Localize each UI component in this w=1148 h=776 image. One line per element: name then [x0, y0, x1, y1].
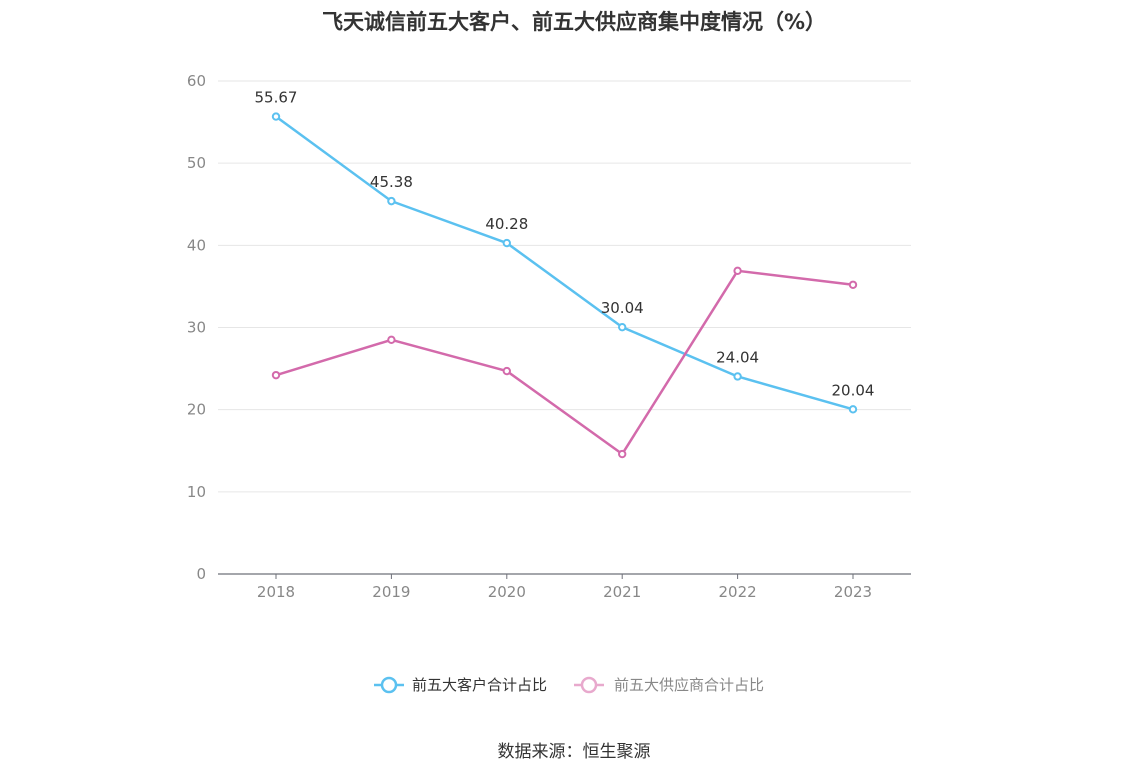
- x-tick-label: 2023: [834, 583, 872, 601]
- series-line-1: [275, 115, 854, 411]
- data-point: [271, 112, 281, 121]
- x-tick-label: 2019: [372, 583, 410, 601]
- data-label: 30.04: [601, 299, 644, 317]
- data-point: [733, 372, 742, 381]
- grid-lines: [218, 80, 911, 493]
- series-line-2: [275, 269, 854, 456]
- y-tick-label: 0: [196, 565, 206, 583]
- data-point: [848, 405, 858, 414]
- data-point: [387, 335, 396, 345]
- legend-label: 前五大客户合计占比: [412, 676, 547, 694]
- data-point: [848, 280, 858, 289]
- data-point: [618, 322, 627, 332]
- data-point: [502, 238, 511, 248]
- data-source-note: 数据来源：恒生聚源: [497, 742, 651, 762]
- legend-marker-icon: [580, 676, 598, 694]
- x-tick-label: 2020: [488, 583, 526, 601]
- chart-title: 飞天诚信前五大客户、前五大供应商集中度情况（%）: [321, 10, 827, 34]
- y-tick-label: 30: [187, 319, 206, 337]
- data-point: [271, 370, 281, 380]
- y-tick-label: 10: [187, 483, 206, 501]
- data-label: 20.04: [832, 381, 875, 399]
- legend-label: 前五大供应商合计占比: [614, 676, 764, 694]
- x-tick-label: 2021: [603, 583, 641, 601]
- data-label: 55.67: [255, 89, 298, 107]
- data-point: [502, 366, 511, 376]
- axes: 0 10 20 30 40 50 60 2018 2019 2020 2021 2022 2023: [187, 72, 911, 601]
- y-tick-label: 50: [187, 154, 206, 172]
- data-label: 24.04: [716, 348, 759, 366]
- data-point: [387, 196, 396, 206]
- y-tick-label: 60: [187, 72, 206, 90]
- legend-marker-icon: [380, 676, 398, 694]
- y-tick-label: 40: [187, 236, 206, 254]
- data-point: [618, 449, 627, 459]
- x-tick-label: 2018: [257, 583, 295, 601]
- y-tick-label: 20: [187, 401, 206, 419]
- legend-item-1[interactable]: 前五大客户合计占比: [374, 676, 547, 694]
- legend[interactable]: 前五大客户合计占比 前五大供应商合计占比: [374, 676, 764, 694]
- data-label: 45.38: [370, 173, 413, 191]
- x-tick-label: 2022: [719, 583, 757, 601]
- data-label: 40.28: [485, 215, 528, 233]
- legend-item-2[interactable]: 前五大供应商合计占比: [574, 676, 764, 694]
- data-point: [733, 266, 742, 276]
- series-lines: 55.67 45.38 40.28 30.04 24.04 20.04: [255, 89, 875, 459]
